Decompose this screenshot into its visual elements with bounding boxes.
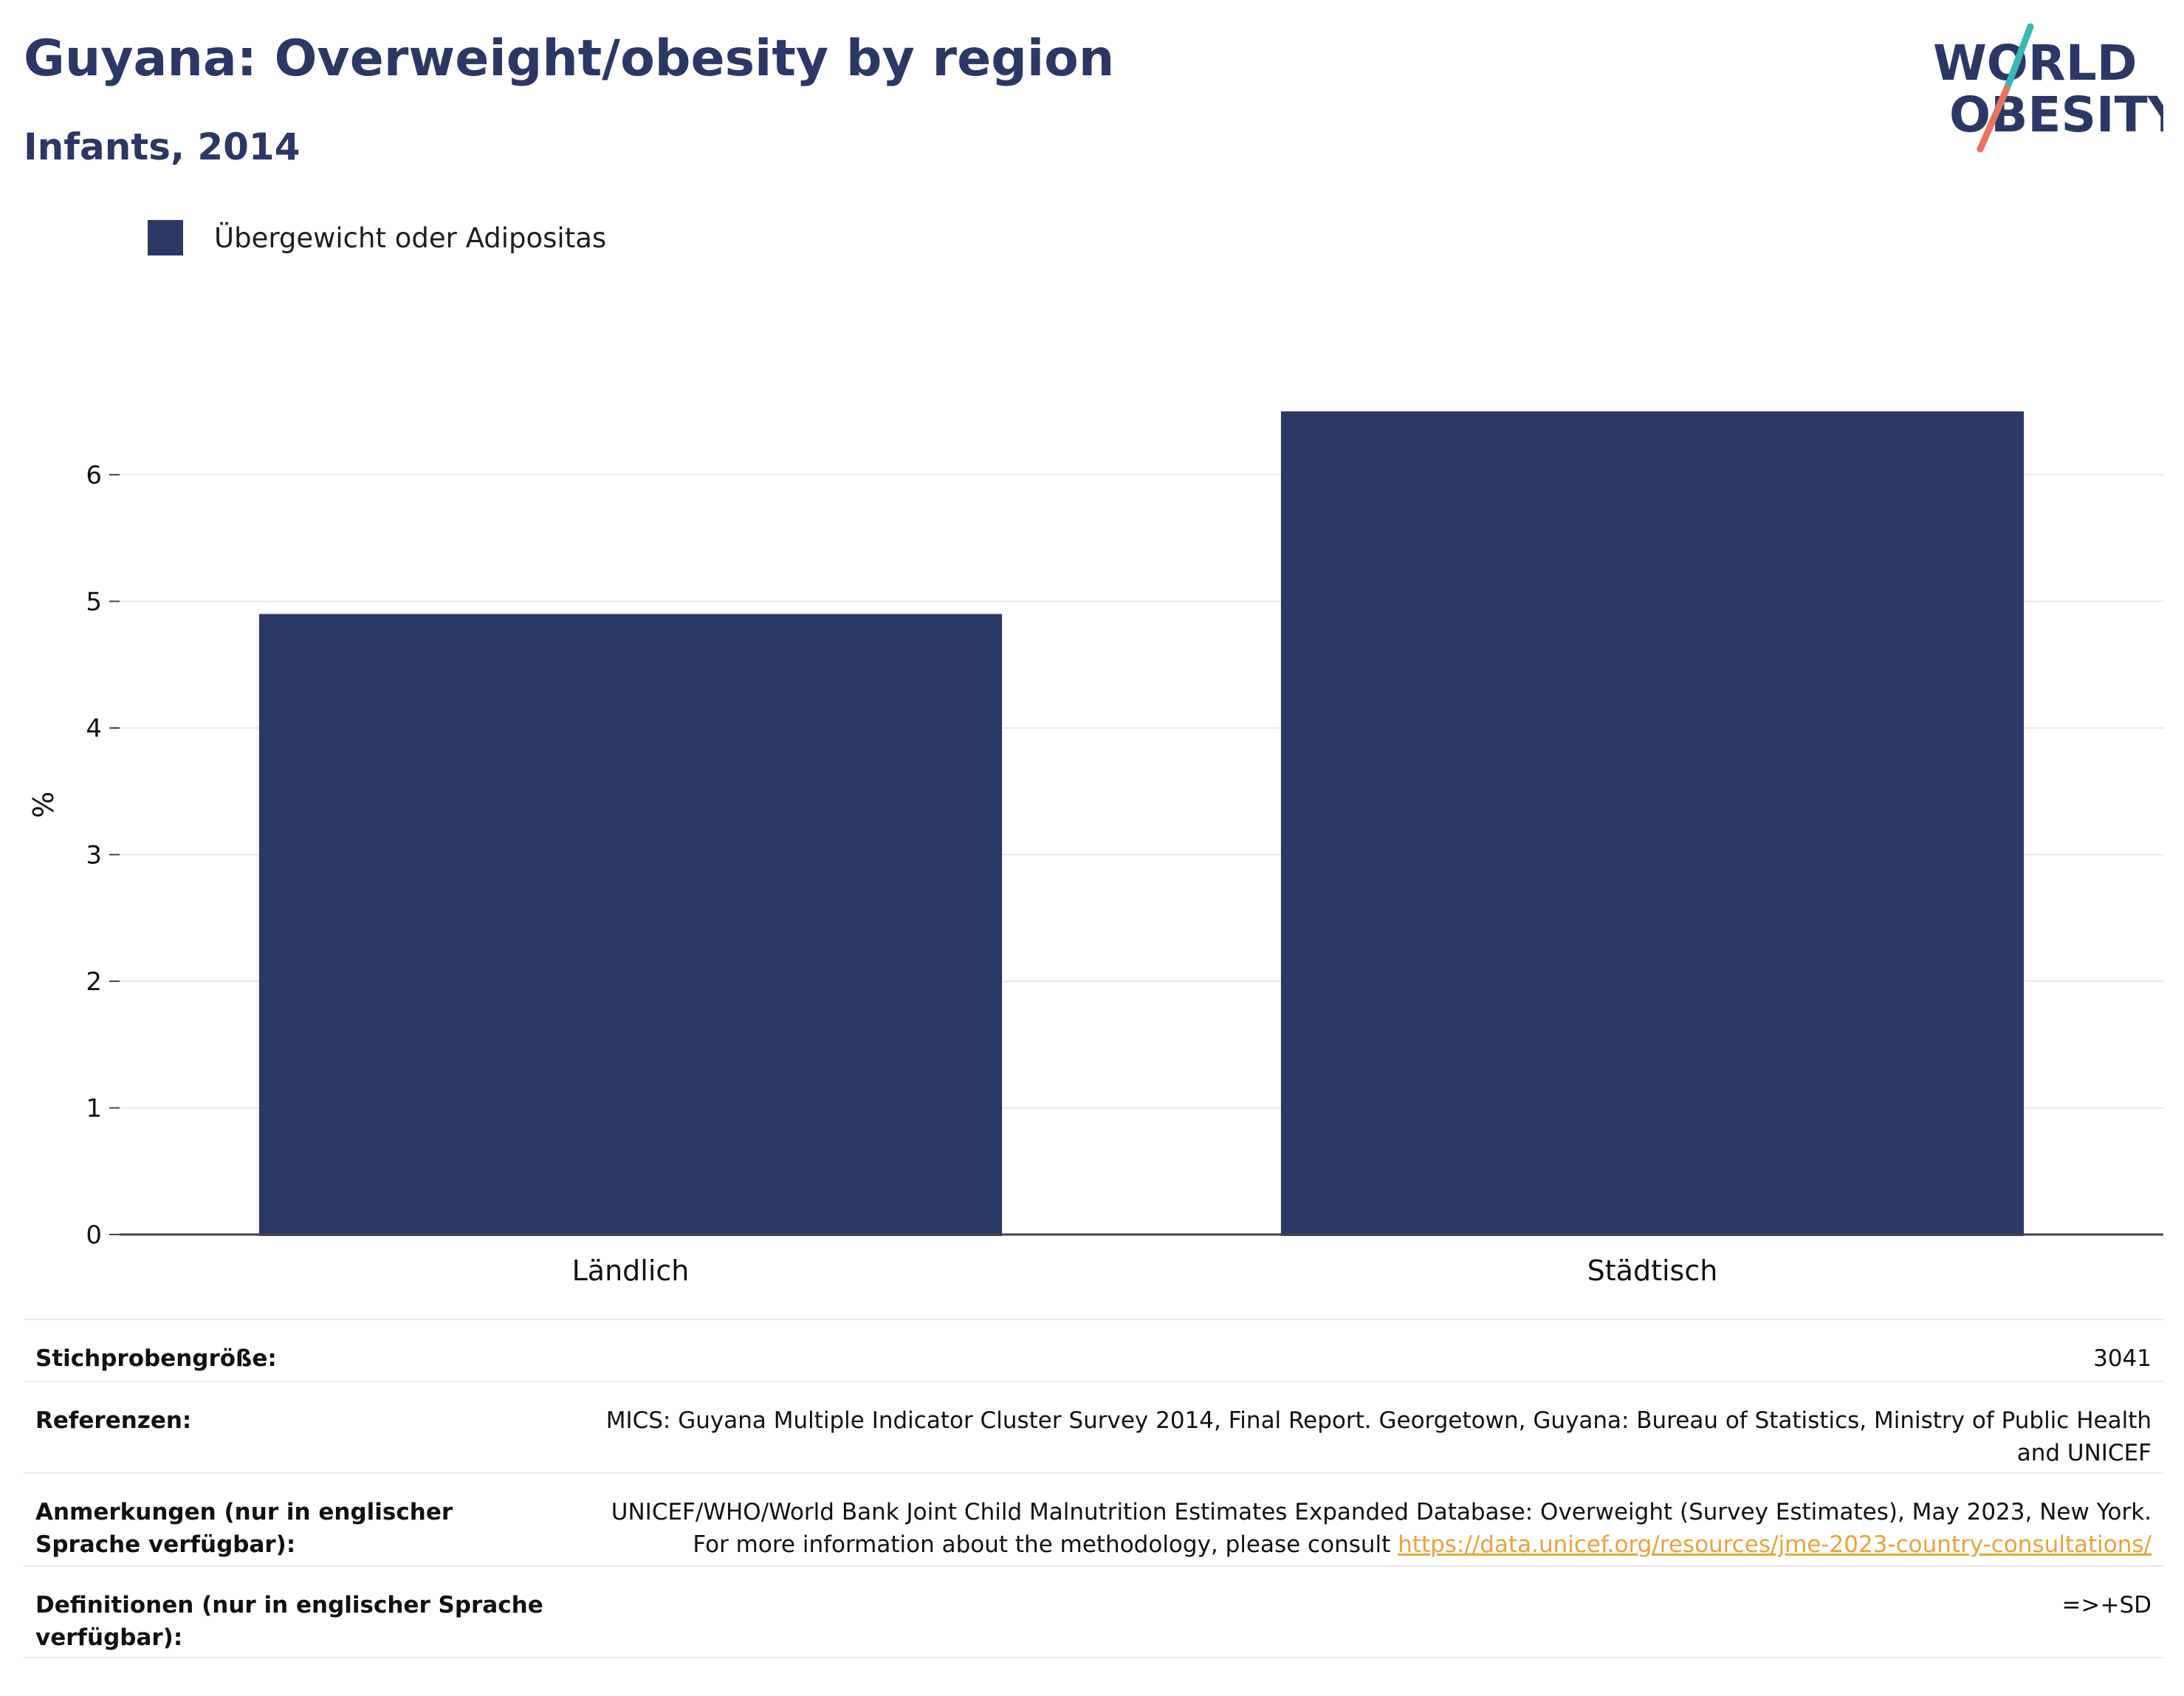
x-tick-label: Städtisch bbox=[1587, 1254, 1718, 1287]
info-label: Referenzen: bbox=[35, 1407, 192, 1434]
info-value: UNICEF/WHO/World Bank Joint Child Malnut… bbox=[552, 1496, 2152, 1561]
info-row-definitions: Definitionen (nur in englischer Sprache … bbox=[24, 1565, 2163, 1658]
info-row-sample-size: Stichprobengröße: 3041 bbox=[24, 1319, 2163, 1381]
y-axis-title: % bbox=[27, 792, 60, 818]
bars bbox=[258, 411, 2025, 1236]
x-axis-labels: Ländlich Städtisch bbox=[572, 1254, 1718, 1287]
info-value: =>+SD bbox=[2061, 1592, 2152, 1618]
info-label: Definitionen (nur in englischer Sprache … bbox=[35, 1592, 543, 1651]
legend-label: Übergewicht oder Adipositas bbox=[214, 222, 607, 254]
y-tick-label: 5 bbox=[86, 587, 102, 617]
page-title: Guyana: Overweight/obesity by region bbox=[24, 30, 1115, 88]
page-subtitle: Infants, 2014 bbox=[24, 126, 301, 168]
y-tick-label: 1 bbox=[86, 1094, 102, 1123]
bar-1[interactable] bbox=[1280, 411, 2025, 1236]
bar-chart: 0 1 2 3 4 5 6 Ländlich Städtisch % bbox=[27, 411, 2163, 1287]
logo-accent-teal bbox=[2003, 23, 2034, 92]
info-table: Stichprobengröße: 3041 Referenzen: MICS:… bbox=[24, 1319, 2163, 1658]
methodology-link[interactable]: https://data.unicef.org/resources/jme-20… bbox=[1398, 1531, 2152, 1558]
chart-legend[interactable]: Übergewicht oder Adipositas bbox=[148, 219, 606, 257]
y-tick-label: 6 bbox=[86, 461, 102, 490]
y-tick-label: 4 bbox=[86, 714, 102, 744]
info-label: Stichprobengröße: bbox=[35, 1345, 277, 1372]
info-row-references: Referenzen: MICS: Guyana Multiple Indica… bbox=[24, 1381, 2163, 1472]
logo-accent-coral bbox=[1977, 85, 2010, 153]
info-label: Anmerkungen (nur in englischer Sprache v… bbox=[35, 1499, 453, 1558]
bar-0[interactable] bbox=[258, 614, 1003, 1236]
y-tick-label: 2 bbox=[86, 967, 102, 997]
y-axis-ticks: 0 1 2 3 4 5 6 bbox=[86, 461, 120, 1250]
info-value: MICS: Guyana Multiple Indicator Cluster … bbox=[605, 1407, 2152, 1466]
notes-text: UNICEF/WHO/World Bank Joint Child Malnut… bbox=[611, 1499, 2152, 1558]
y-tick-label: 3 bbox=[86, 840, 102, 870]
y-tick-label: 0 bbox=[86, 1220, 102, 1250]
x-tick-label: Ländlich bbox=[572, 1254, 690, 1287]
info-value: 3041 bbox=[2093, 1345, 2152, 1372]
info-row-notes: Anmerkungen (nur in englischer Sprache v… bbox=[24, 1472, 2163, 1565]
logo-text-world: WORLD bbox=[1933, 35, 2137, 92]
legend-swatch bbox=[148, 220, 183, 255]
world-obesity-logo: WORLD OBESITY bbox=[1933, 23, 2163, 153]
